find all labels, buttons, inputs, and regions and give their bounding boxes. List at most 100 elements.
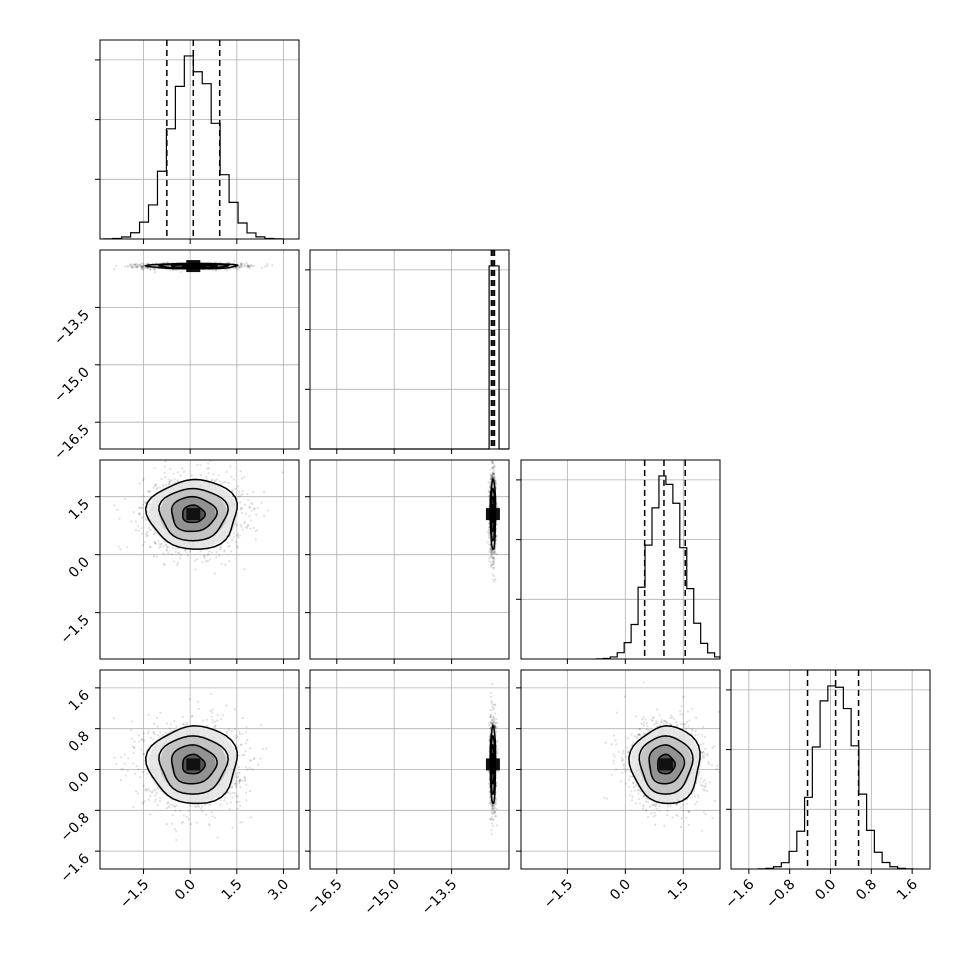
sample-point [138, 512, 141, 515]
sample-point [491, 475, 494, 479]
sample-point [130, 264, 133, 268]
sample-point [168, 482, 171, 485]
sample-point [155, 555, 158, 559]
sample-point [237, 485, 240, 488]
sample-point [223, 796, 227, 799]
sample-point [239, 262, 243, 266]
sample-point [491, 474, 494, 477]
sample-point [146, 510, 149, 513]
sample-point [115, 264, 118, 267]
sample-point [149, 528, 152, 532]
sample-point [252, 264, 255, 268]
sample-point [245, 262, 248, 265]
sample-point [190, 474, 193, 477]
sample-point [490, 563, 493, 567]
sample-point [175, 563, 179, 566]
sample-point [491, 461, 494, 464]
sample-point [163, 465, 167, 468]
sample-point [140, 527, 143, 530]
sample-point [136, 265, 139, 268]
sample-point [266, 263, 269, 266]
sample-point [489, 474, 493, 478]
sample-point [140, 507, 143, 510]
sample-point [165, 807, 169, 810]
sample-point [145, 748, 148, 752]
sample-point [489, 547, 492, 551]
sample-point [248, 506, 252, 509]
sample-point [252, 490, 255, 494]
sample-point [256, 529, 259, 532]
sample-point [158, 796, 162, 799]
sample-point [246, 265, 249, 268]
sample-point [141, 532, 144, 535]
sample-point [495, 552, 498, 556]
sample-point [490, 551, 493, 555]
sample-point [236, 546, 239, 549]
sample-point [136, 792, 140, 795]
sample-point [93, 264, 95, 266]
sample-point [181, 467, 184, 470]
sample-point [262, 490, 266, 493]
contour-line [144, 262, 239, 270]
sample-point [234, 785, 237, 788]
sample-point [236, 268, 239, 271]
sample-point [240, 477, 244, 480]
sample-point [142, 479, 145, 482]
sample-point [146, 789, 149, 792]
sample-point [235, 782, 238, 785]
sample-point [239, 494, 242, 497]
contour-line [489, 478, 497, 550]
histogram-panel-3 [726, 669, 931, 874]
sample-point [207, 467, 210, 470]
sample-point [238, 490, 241, 494]
sample-point [131, 266, 135, 269]
sample-point [173, 805, 176, 808]
sample-point [169, 467, 172, 470]
sample-point [132, 511, 135, 514]
sample-point [495, 538, 498, 542]
sample-point [142, 802, 145, 805]
sample-point [218, 261, 222, 264]
sample-point [195, 557, 199, 561]
sample-point [194, 559, 197, 562]
sample-point [491, 467, 494, 470]
sample-point [225, 269, 228, 272]
sample-point [246, 264, 249, 267]
sample-point [153, 800, 156, 803]
sample-point [487, 534, 491, 537]
contour-line [182, 504, 206, 524]
sample-point [240, 265, 243, 269]
sample-point [243, 264, 246, 268]
sample-point [491, 476, 494, 479]
sample-point [213, 725, 216, 729]
sample-point [489, 561, 493, 564]
sample-point [128, 263, 132, 266]
sample-point [209, 709, 212, 713]
sample-point [249, 816, 252, 819]
sample-point [215, 551, 218, 554]
sample-point [492, 556, 495, 559]
sample-point [239, 778, 242, 781]
sample-point [159, 545, 162, 548]
sample-point [243, 476, 246, 479]
sample-point [493, 472, 496, 475]
sample-point [158, 800, 162, 803]
sample-point [140, 267, 143, 271]
sample-point [170, 478, 173, 482]
sample-point [153, 540, 156, 543]
sample-point [252, 507, 256, 510]
sample-point [241, 489, 244, 493]
sample-point [182, 723, 185, 726]
sample-point [236, 807, 239, 810]
sample-point [153, 541, 156, 544]
sample-point [119, 548, 122, 551]
sample-point [217, 473, 220, 477]
sample-point [134, 520, 138, 523]
sample-point [155, 487, 158, 491]
sample-point [166, 546, 169, 549]
contour-line [490, 495, 496, 533]
sample-point [129, 729, 133, 732]
sample-point [154, 542, 158, 545]
sample-point [148, 545, 152, 548]
sample-point [231, 826, 234, 829]
